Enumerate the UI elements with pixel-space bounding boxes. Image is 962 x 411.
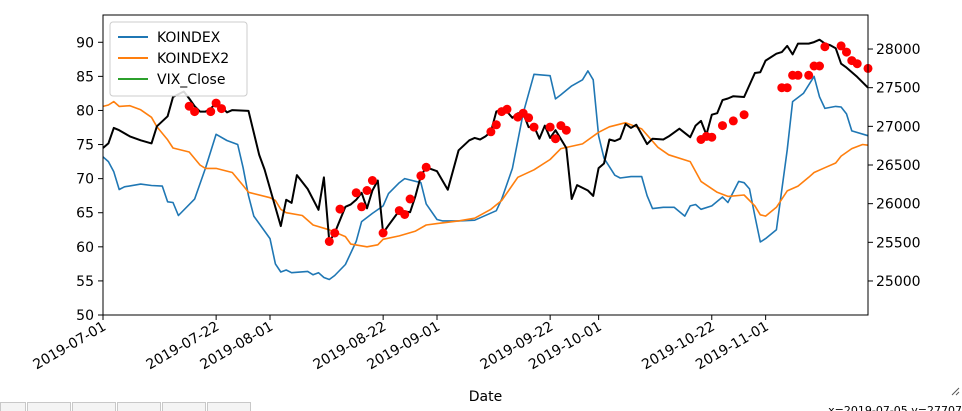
trade-marker (378, 228, 388, 238)
trade-marker (405, 194, 415, 204)
legend-label-koindex: KOINDEX (157, 30, 221, 46)
trade-marker (330, 228, 340, 238)
y-left-tick-label: 90 (76, 35, 94, 51)
trade-marker (551, 134, 560, 144)
legend-label-koindex2: KOINDEX2 (157, 51, 229, 67)
trade-marker (211, 98, 221, 108)
y-right-tick-label: 27000 (876, 119, 921, 135)
trade-marker (357, 202, 367, 212)
trade-marker (718, 121, 727, 131)
trade-marker (820, 42, 830, 52)
trade-marker (362, 186, 372, 195)
toolbar-zoom-button[interactable] (162, 402, 206, 411)
toolbar-save-button[interactable] (207, 402, 251, 411)
series-line-koindex2 (102, 100, 869, 248)
trade-marker (782, 83, 792, 93)
x-axis-label: Date (469, 389, 502, 405)
legend: KOINDEX KOINDEX2 VIX_Close (109, 21, 248, 97)
toolbar-back-button[interactable] (27, 402, 71, 411)
trade-marker (351, 188, 361, 198)
legend-box (109, 21, 248, 97)
trade-marker (739, 110, 749, 120)
trade-marker (529, 122, 539, 132)
y-left-tick-label: 50 (76, 308, 94, 324)
y-left-tick-label: 55 (76, 274, 94, 290)
trade-marker (561, 125, 571, 135)
y-left-tick-label: 85 (76, 69, 94, 85)
trade-marker (416, 171, 426, 181)
trade-marker (728, 116, 738, 126)
navigation-toolbar (0, 402, 252, 411)
trade-marker (400, 210, 410, 219)
y-left-tick-label: 80 (76, 103, 94, 119)
toolbar-forward-button[interactable] (72, 402, 116, 411)
resize-grip-icon[interactable] (950, 386, 960, 396)
trade-marker (335, 204, 345, 214)
trade-marker (486, 127, 496, 137)
trade-marker (815, 61, 824, 71)
toolbar-pan-button[interactable] (117, 402, 161, 411)
trade-marker (367, 176, 377, 185)
trade-marker (852, 59, 862, 69)
y-right-tick-label: 26000 (876, 197, 921, 213)
trade-marker (206, 107, 216, 117)
trade-markers (184, 41, 873, 246)
trade-marker (190, 107, 200, 117)
trade-marker (491, 120, 501, 130)
trade-marker (421, 162, 431, 172)
cursor-status-text: x=2019-07-05 y=27707 (828, 404, 962, 411)
y-left-tick-label: 60 (76, 240, 94, 256)
y-right-tick-label: 27500 (876, 81, 921, 97)
trade-marker (545, 122, 555, 132)
trade-marker (524, 113, 534, 123)
toolbar-home-button[interactable] (0, 402, 26, 411)
y-right-tick-label: 25500 (876, 235, 921, 251)
trade-marker (707, 132, 717, 142)
trade-marker (836, 41, 846, 51)
y-right-tick-label: 28000 (876, 42, 921, 58)
y-right-tick-label: 25000 (876, 274, 921, 290)
trade-marker (502, 104, 512, 114)
trade-marker (842, 47, 851, 57)
trade-marker (793, 70, 803, 80)
y-left-tick-label: 75 (76, 138, 94, 154)
legend-label-vix_close: VIX_Close (157, 72, 225, 88)
y-right-tick-label: 26500 (876, 158, 921, 174)
y-left-tick-label: 65 (76, 206, 94, 222)
trade-marker (804, 70, 814, 80)
trade-marker (324, 237, 334, 246)
x-tick-label: 2019-07-01 (31, 319, 109, 374)
trade-marker (217, 104, 226, 114)
y-left-tick-label: 70 (76, 172, 94, 188)
